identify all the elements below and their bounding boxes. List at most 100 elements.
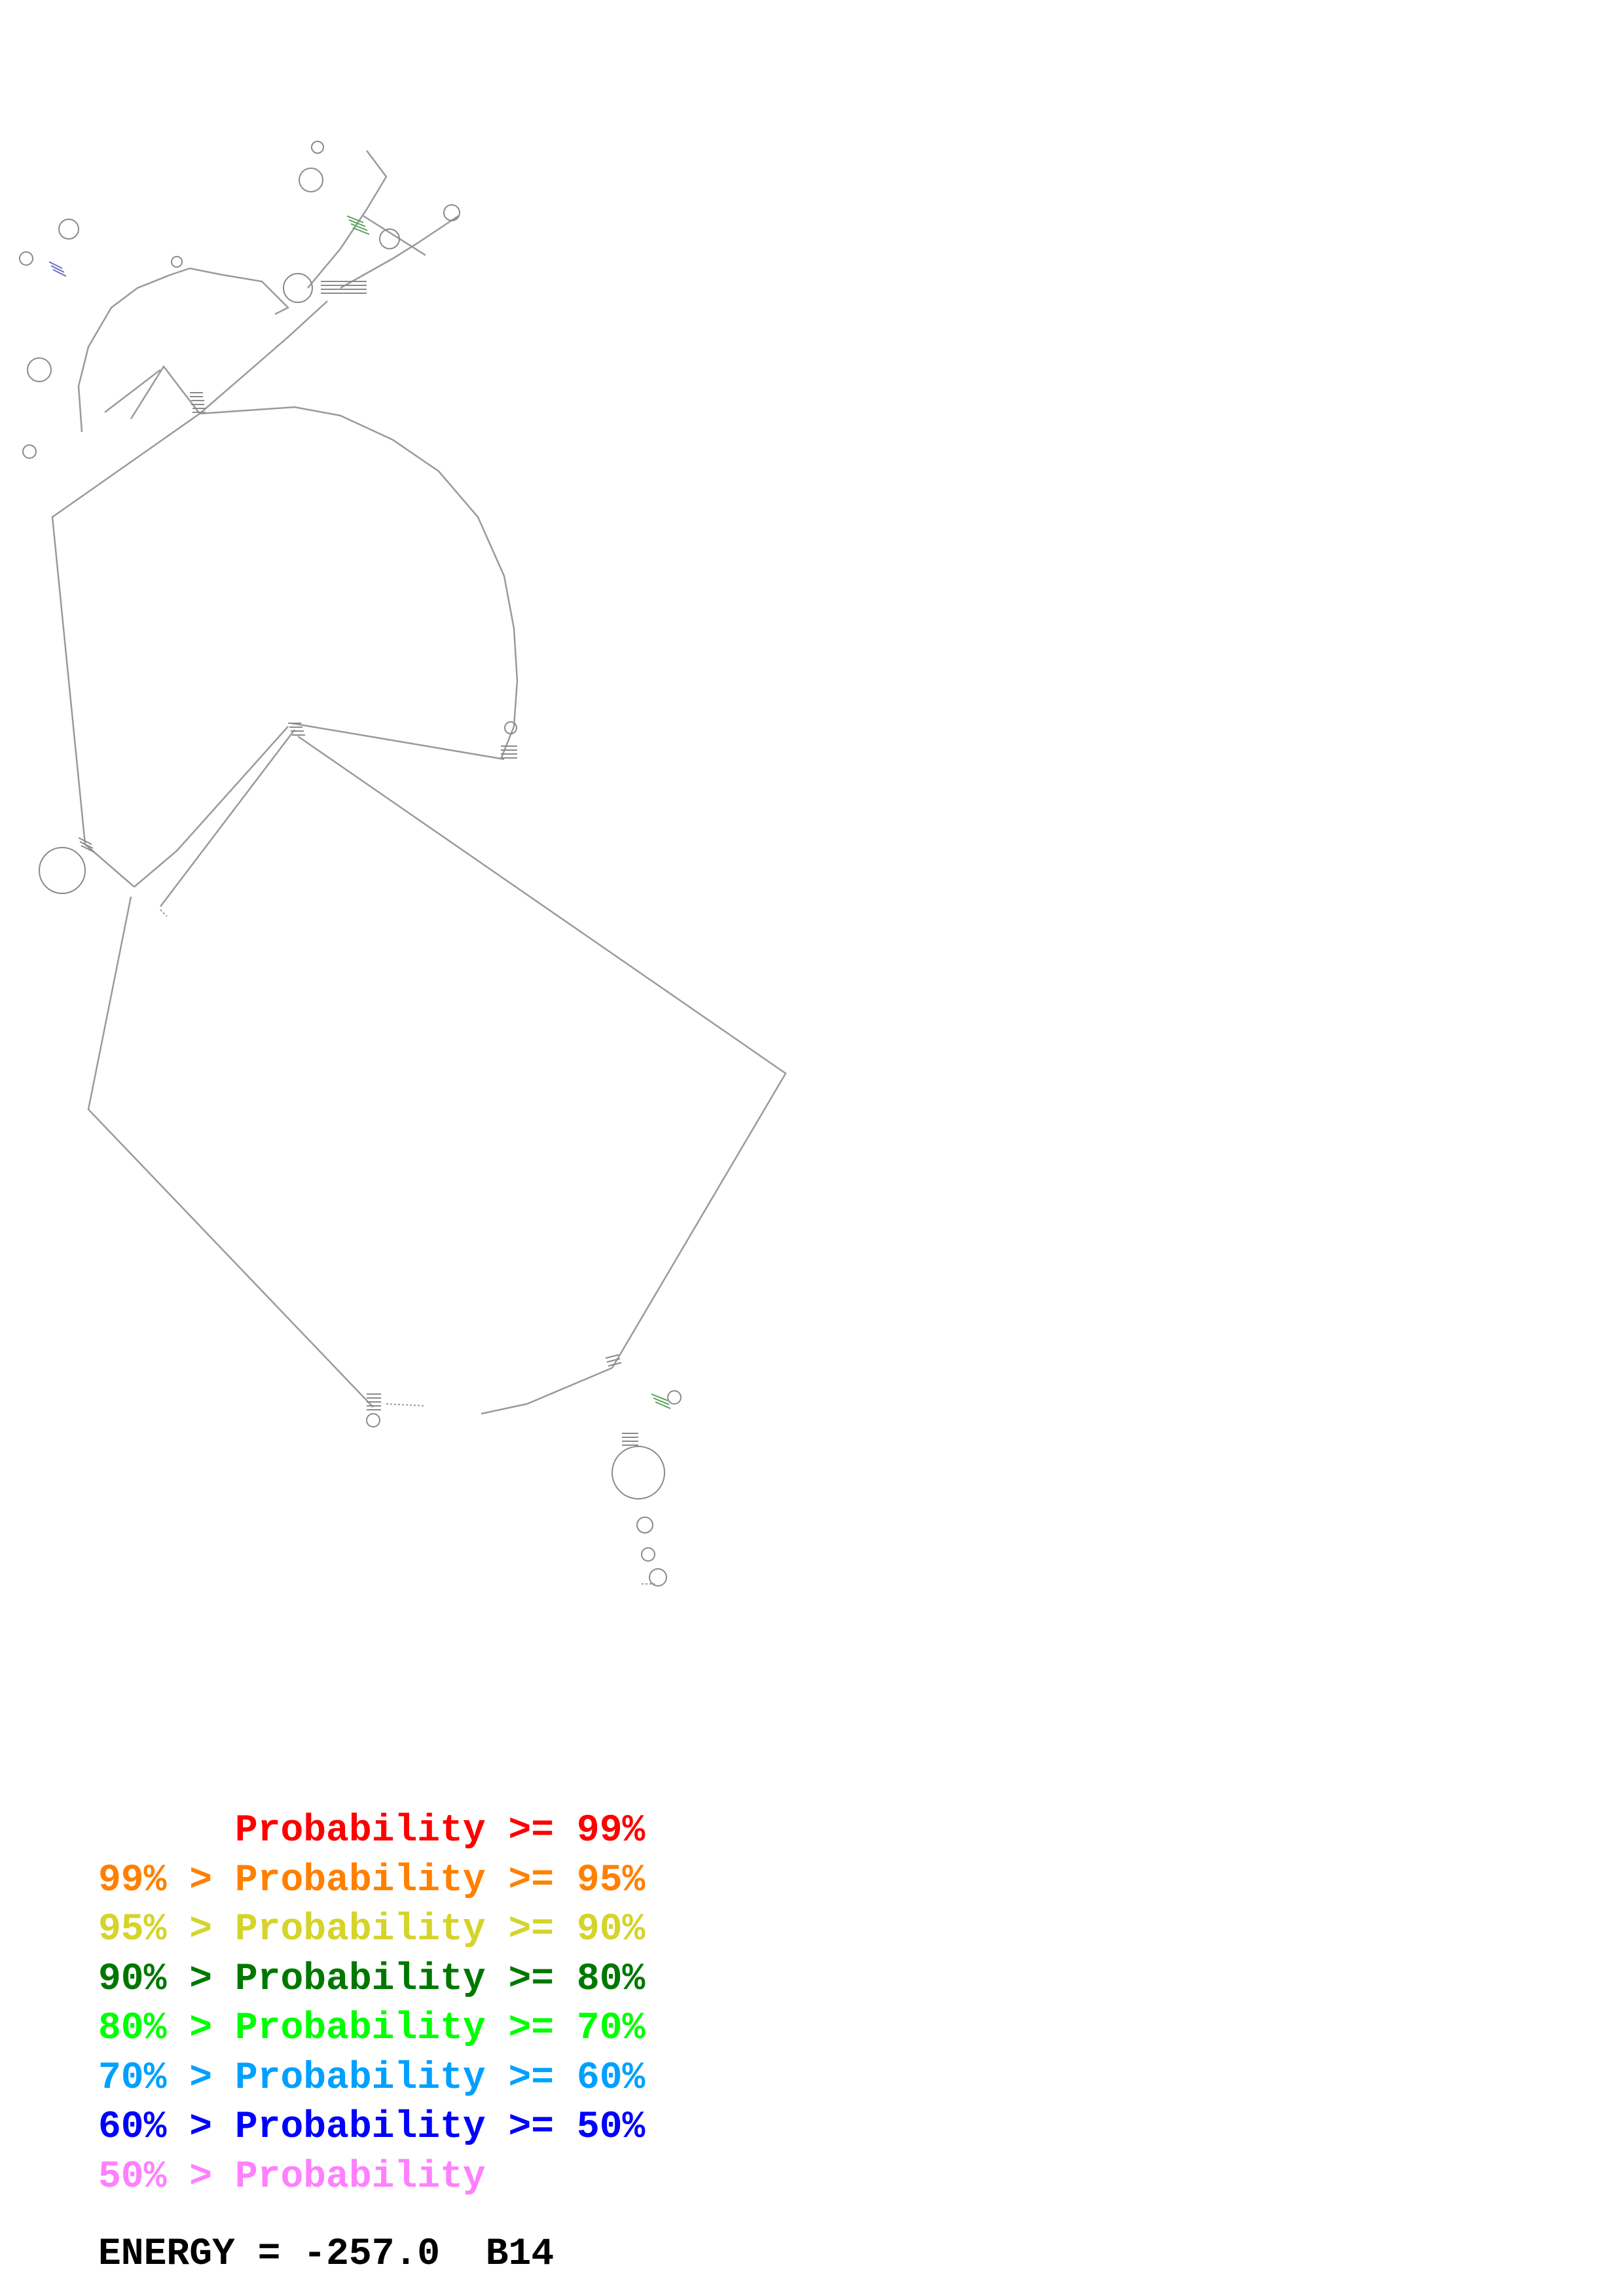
legend-lower: 90% bbox=[98, 1958, 167, 2001]
legend-cmp: >= bbox=[508, 2106, 555, 2149]
legend-sep: > bbox=[189, 2056, 213, 2100]
helix-top-center bbox=[190, 392, 206, 413]
loops bbox=[19, 141, 682, 1587]
legend-row: 50% > Probability bbox=[0, 2153, 786, 2202]
loop-bottom-left bbox=[366, 1413, 380, 1427]
legend-lower: 60% bbox=[98, 2106, 167, 2149]
legend-upper: 80% bbox=[576, 1958, 646, 2001]
legend-lower: 95% bbox=[98, 1909, 167, 1951]
legend-sep: > bbox=[189, 2155, 213, 2198]
loop-top-right bbox=[299, 168, 323, 192]
legend-row: 80% > Probability >= 70% bbox=[0, 2004, 786, 2054]
loop-bottom-1 bbox=[636, 1516, 653, 1534]
backbone bbox=[51, 150, 787, 1415]
backbone-diag-left bbox=[134, 726, 289, 888]
backbone-upper-join bbox=[199, 300, 328, 414]
backbone-diag-left-2 bbox=[160, 729, 295, 907]
backbone-upper-left bbox=[130, 365, 200, 420]
helix-bottom-right bbox=[605, 1354, 622, 1367]
loop-bottom-2 bbox=[641, 1547, 655, 1562]
backbone-center-left bbox=[291, 722, 505, 761]
legend-cmp: >= bbox=[508, 1810, 555, 1852]
structure-id: B14 bbox=[485, 2233, 555, 2276]
backbone-top-right-2 bbox=[340, 215, 459, 289]
legend-sep: > bbox=[189, 1958, 213, 2001]
helix-bottom-left bbox=[367, 1393, 381, 1410]
helices bbox=[48, 215, 671, 1446]
backbone-bottom-middle bbox=[481, 1367, 613, 1415]
legend-cmp: >= bbox=[508, 1958, 555, 2001]
loop-upper-center bbox=[283, 273, 313, 303]
loop-left-1 bbox=[58, 219, 79, 240]
loop-small-top bbox=[311, 141, 324, 154]
legend-row: 95% > Probability >= 90% bbox=[0, 1905, 786, 1955]
helix-upper-right bbox=[321, 281, 367, 294]
legend-upper: 99% bbox=[576, 1810, 646, 1852]
legend-upper: 95% bbox=[576, 1859, 646, 1902]
loop-far-right bbox=[443, 204, 460, 221]
backbone-bottom-left bbox=[87, 896, 374, 1408]
legend-row: 99% > Probability >= 95% bbox=[0, 1856, 786, 1906]
legend-lower: 70% bbox=[98, 2056, 167, 2100]
legend-label: Probability bbox=[234, 2106, 486, 2149]
legend-sep: > bbox=[189, 1859, 213, 1902]
legend-lower: 50% bbox=[98, 2155, 167, 2198]
energy-label: ENERGY bbox=[98, 2233, 235, 2276]
legend-cmp: >= bbox=[508, 1909, 555, 1951]
loop-large-left bbox=[39, 847, 86, 894]
helix-center bbox=[288, 723, 305, 736]
helix-left-loop bbox=[78, 837, 95, 853]
backbone-chord bbox=[104, 369, 161, 413]
probability-legend: Probability >= 99% 99% > Probability >= 95% 95% >… bbox=[0, 1806, 786, 2202]
energy-equals: = bbox=[257, 2233, 281, 2276]
loop-hairpin-top bbox=[171, 256, 183, 268]
backbone-top-link bbox=[307, 248, 341, 289]
energy-readout: ENERGY = -257.0 B14 bbox=[98, 2233, 554, 2276]
legend-cmp: >= bbox=[508, 2007, 555, 2050]
legend-lower: 99% bbox=[98, 1859, 167, 1902]
helix-green-top bbox=[346, 215, 370, 235]
legend-upper: 70% bbox=[576, 2007, 646, 2050]
legend-label: Probability bbox=[234, 2007, 486, 2050]
loop-left-2 bbox=[27, 357, 52, 382]
loop-bottom-arc bbox=[611, 1446, 665, 1499]
legend-label: Probability bbox=[234, 2155, 486, 2198]
legend-upper: 90% bbox=[576, 1909, 646, 1951]
legend-upper: 60% bbox=[576, 2056, 646, 2100]
loop-hairpin-right bbox=[504, 721, 517, 734]
loop-bottom-3 bbox=[649, 1568, 667, 1587]
legend-label: Probability bbox=[234, 1958, 486, 2001]
backbone-outer-loop bbox=[199, 406, 519, 760]
legend-cmp: >= bbox=[508, 1859, 555, 1902]
energy-value: -257.0 bbox=[303, 2233, 441, 2276]
backbone-top-right bbox=[339, 150, 388, 249]
loop-top-right-2 bbox=[379, 228, 400, 249]
rna-structure-diagram bbox=[19, 141, 787, 1587]
backbone-upper-arc bbox=[77, 267, 290, 433]
legend-sep: > bbox=[189, 2106, 213, 2149]
legend-lower: 80% bbox=[98, 2007, 167, 2050]
legend-upper: 50% bbox=[576, 2106, 646, 2149]
legend-label: Probability bbox=[234, 1810, 486, 1852]
legend-row: 70% > Probability >= 60% bbox=[0, 2054, 786, 2104]
legend-label: Probability bbox=[234, 1859, 486, 1902]
helix-blue-left bbox=[48, 261, 67, 277]
helix-green-bottom bbox=[651, 1393, 671, 1409]
legend-label: Probability bbox=[234, 1909, 486, 1951]
loop-left-3 bbox=[19, 251, 33, 266]
loop-right-bottom bbox=[667, 1390, 682, 1405]
legend-sep: > bbox=[189, 2007, 213, 2050]
legend-label: Probability bbox=[234, 2056, 486, 2100]
legend-sep: > bbox=[189, 1909, 213, 1951]
backbone-diag-right bbox=[297, 735, 787, 1369]
backbone-top-cross bbox=[363, 215, 426, 257]
helix-right-hairpin bbox=[501, 745, 517, 759]
backbone-left-arm bbox=[51, 412, 200, 845]
helix-bottom-right-arm bbox=[622, 1433, 638, 1446]
legend-row: 60% > Probability >= 50% bbox=[0, 2103, 786, 2153]
legend-cmp: >= bbox=[508, 2056, 555, 2100]
single-strand-tails bbox=[160, 909, 655, 1585]
legend-row: 90% > Probability >= 80% bbox=[0, 1955, 786, 2005]
loop-left-4 bbox=[22, 444, 37, 459]
legend-row: Probability >= 99% bbox=[0, 1806, 786, 1856]
